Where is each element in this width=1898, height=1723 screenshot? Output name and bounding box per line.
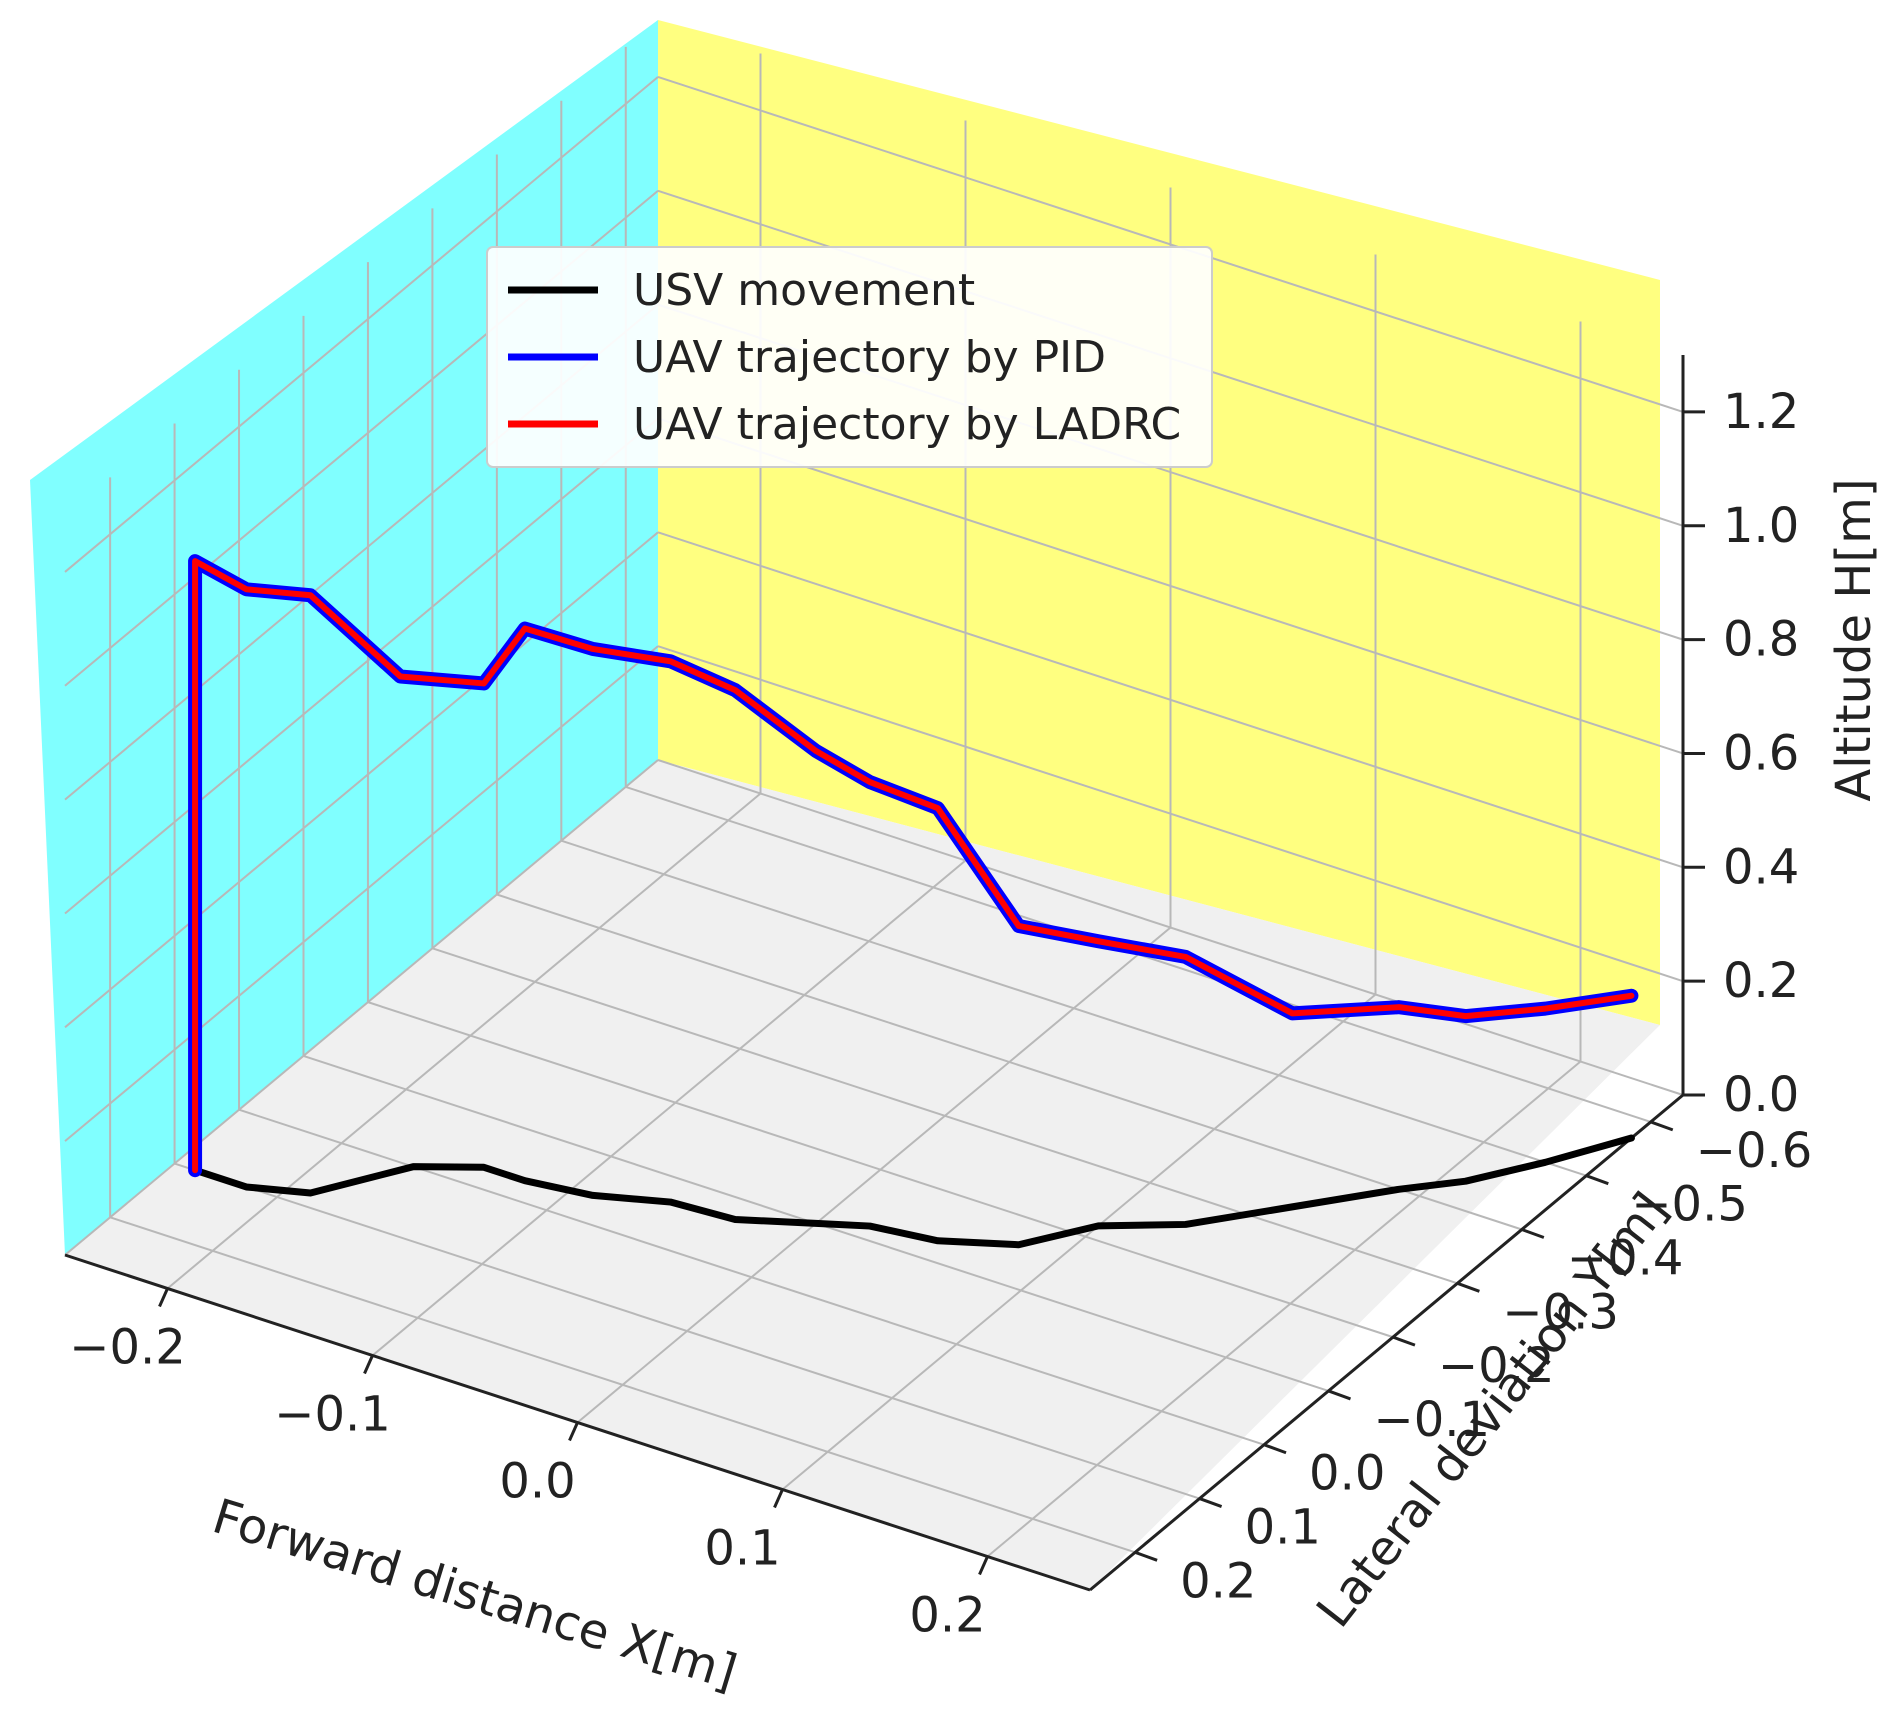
grid-back-z [657,75,1684,413]
series-line-ladrc [192,558,1635,1174]
legend: USV movement UAV trajectory by PID UAV t… [486,246,1213,468]
floor-pane [65,760,1660,1590]
y-tick [1327,1389,1352,1401]
z-tick-label: 0.0 [1723,1067,1799,1123]
legend-label-ladrc: UAV trajectory by LADRC [633,399,1181,450]
legend-label-pid: UAV trajectory by PID [633,332,1106,383]
grid-floor-y [496,893,1523,1231]
y-tick-label: 0.1 [1245,1500,1321,1556]
grid-side-z [64,417,659,915]
z-tick-label: 0.4 [1723,839,1799,895]
y-tick-label: 0.0 [1309,1446,1385,1502]
grid-lines [64,46,1684,1558]
y-tick-label: −0.5 [1631,1177,1748,1233]
x-tick-label: 0.2 [909,1588,985,1644]
grid-floor-x [576,926,1172,1424]
legend-box [486,246,1213,468]
grid-side-z [64,759,659,1256]
tick-marks: −0.2−0.10.00.10.2−0.6−0.5−0.4−0.3−0.2−0.… [69,384,1812,1644]
grid-back-z [657,417,1684,755]
z-tick-label: 0.8 [1723,612,1799,668]
y-tick [1585,1174,1609,1186]
y-tick [1650,1120,1674,1132]
grid-back-z [657,759,1684,1096]
y-tick [1199,1497,1223,1508]
grid-floor-x [371,859,967,1357]
grid-floor-y [174,1162,1200,1500]
y-tick [1521,1228,1545,1239]
y-tick [1456,1281,1480,1293]
x-tick-label: −0.2 [69,1320,186,1376]
y-tick-label: −0.1 [1373,1392,1490,1448]
grid-floor-y [367,1001,1394,1339]
series-lines [188,554,1639,1249]
grid-floor-x [986,1060,1582,1558]
z-tick-label: 1.0 [1723,498,1799,554]
z-tick-label: 0.2 [1723,953,1799,1009]
series-line-usv [191,1134,1635,1249]
grid-back-z [657,531,1684,869]
y-tick-label: −0.2 [1438,1338,1555,1394]
grid-side-z [64,531,659,1029]
y-tick [1134,1550,1158,1562]
legend-label-usv: USV movement [633,265,975,316]
y-tick-label: −0.4 [1567,1231,1684,1287]
grid-side-z [64,76,659,573]
y-tick [1263,1443,1287,1455]
x-tick-label: 0.0 [499,1454,575,1510]
grid-floor-y [561,839,1587,1177]
x-tick [978,1555,989,1576]
y-axis-line [1089,1093,1684,1592]
x-tick-label: 0.1 [704,1521,780,1577]
x-tick [363,1354,374,1375]
y-tick-label: −0.6 [1696,1123,1813,1179]
x-tick [568,1421,579,1442]
x-tick [773,1488,784,1509]
z-tick-label: 0.6 [1723,725,1799,781]
y-tick [1392,1335,1416,1347]
x-tick [158,1287,169,1308]
y-tick-label: −0.3 [1502,1284,1619,1340]
grid-floor-x [166,792,762,1290]
grid-floor-y [432,947,1458,1285]
y-tick-label: 0.2 [1180,1553,1256,1609]
x-axis-label: Forward distance X[m] [206,1488,743,1701]
grid-side-z [64,645,659,1142]
x-tick-label: −0.1 [274,1387,391,1443]
z-axis-label: Altitude H[m] [1826,478,1882,801]
grid-floor-y [109,1216,1136,1554]
grid-floor-x [781,993,1377,1491]
grid-back-z [657,645,1684,983]
z-tick-label: 1.2 [1723,384,1799,440]
